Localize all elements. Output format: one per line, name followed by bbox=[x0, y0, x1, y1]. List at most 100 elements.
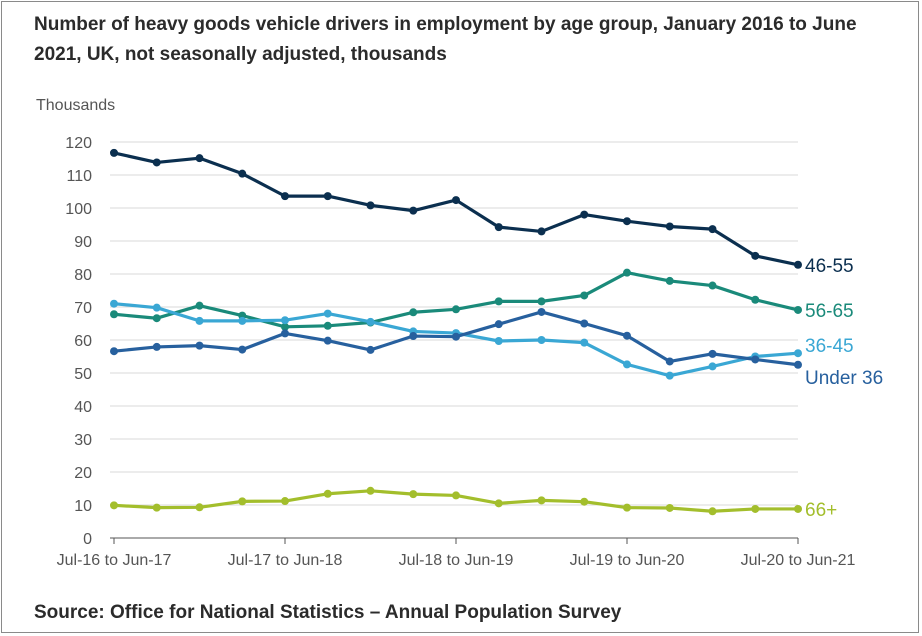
y-tick-label: 120 bbox=[65, 135, 92, 152]
data-point-36-45 bbox=[238, 316, 247, 325]
data-point-under-36 bbox=[409, 332, 418, 341]
data-point-66 bbox=[110, 501, 118, 510]
data-point-under-36 bbox=[452, 332, 460, 341]
data-point-under-36 bbox=[537, 307, 546, 316]
data-point-46-55 bbox=[708, 225, 717, 234]
y-tick-label: 20 bbox=[74, 465, 92, 482]
data-point-36-45 bbox=[195, 316, 204, 325]
data-point-under-36 bbox=[366, 345, 375, 354]
chart-title: Number of heavy goods vehicle drivers in… bbox=[34, 14, 857, 65]
data-point-46-55 bbox=[281, 192, 289, 201]
data-point-under-36 bbox=[708, 349, 717, 358]
data-point-under-36 bbox=[195, 341, 204, 350]
data-point-66 bbox=[152, 503, 161, 512]
y-tick-label: 80 bbox=[74, 267, 92, 284]
data-point-56-65 bbox=[323, 321, 332, 330]
data-point-under-36 bbox=[623, 331, 631, 340]
data-point-66 bbox=[323, 489, 332, 498]
data-point-46-55 bbox=[195, 154, 204, 163]
data-point-36-45 bbox=[665, 371, 674, 380]
data-point-under-36 bbox=[323, 336, 332, 345]
data-point-56-65 bbox=[580, 291, 589, 300]
y-tick-label: 110 bbox=[66, 168, 92, 185]
data-point-36-45 bbox=[494, 336, 503, 345]
data-point-46-55 bbox=[366, 201, 375, 210]
data-point-under-36 bbox=[494, 320, 503, 329]
data-point-46-55 bbox=[580, 210, 589, 219]
data-point-36-45 bbox=[708, 362, 717, 371]
series-label-56-65: 56-65 bbox=[805, 301, 854, 322]
data-point-46-55 bbox=[794, 260, 802, 269]
x-tick-label: Jul-19 to Jun-20 bbox=[570, 552, 685, 569]
data-point-66 bbox=[452, 491, 460, 500]
series-line-56-65 bbox=[112, 271, 800, 329]
data-point-36-45 bbox=[366, 317, 375, 326]
data-point-36-45 bbox=[323, 309, 332, 318]
data-point-56-65 bbox=[665, 276, 674, 285]
data-point-56-65 bbox=[494, 297, 503, 306]
data-point-66 bbox=[494, 499, 503, 508]
data-point-46-55 bbox=[537, 227, 546, 236]
data-point-66 bbox=[794, 504, 802, 513]
data-point-under-36 bbox=[281, 329, 289, 338]
series-line-46-55 bbox=[112, 151, 800, 267]
data-point-46-55 bbox=[452, 196, 460, 205]
y-tick-label: 90 bbox=[74, 234, 92, 251]
series-label-66: 66+ bbox=[805, 500, 837, 521]
data-point-46-55 bbox=[623, 217, 631, 226]
data-point-under-36 bbox=[794, 360, 802, 369]
data-point-56-65 bbox=[794, 305, 802, 314]
y-axis-label: Thousands bbox=[36, 97, 115, 114]
data-point-46-55 bbox=[238, 169, 247, 178]
data-point-66 bbox=[665, 503, 674, 512]
y-tick-label: 10 bbox=[74, 498, 92, 515]
source-note: Source: Office for National Statistics –… bbox=[34, 602, 622, 623]
data-point-66 bbox=[195, 503, 204, 512]
data-point-under-36 bbox=[110, 347, 118, 356]
data-point-under-36 bbox=[238, 345, 247, 354]
data-point-36-45 bbox=[110, 299, 118, 308]
y-tick-label: 70 bbox=[74, 300, 92, 317]
data-point-36-45 bbox=[281, 316, 289, 325]
data-point-56-65 bbox=[537, 297, 546, 306]
data-point-under-36 bbox=[751, 355, 760, 364]
data-point-66 bbox=[366, 486, 375, 495]
series-label-36-45: 36-45 bbox=[805, 336, 854, 357]
data-point-56-65 bbox=[452, 305, 460, 314]
data-point-46-55 bbox=[323, 192, 332, 201]
data-point-66 bbox=[580, 497, 589, 506]
data-point-66 bbox=[281, 497, 289, 506]
data-point-36-45 bbox=[794, 349, 802, 358]
data-point-36-45 bbox=[152, 303, 161, 312]
y-tick-label: 60 bbox=[74, 333, 92, 350]
data-point-56-65 bbox=[409, 308, 418, 317]
data-point-56-65 bbox=[152, 314, 161, 323]
data-point-56-65 bbox=[623, 268, 631, 277]
data-point-46-55 bbox=[152, 158, 161, 167]
x-tick-label: Jul-18 to Jun-19 bbox=[399, 552, 514, 569]
data-point-46-55 bbox=[409, 206, 418, 215]
data-point-66 bbox=[751, 504, 760, 513]
series-label-46-55: 46-55 bbox=[805, 256, 854, 277]
data-point-66 bbox=[623, 503, 631, 512]
data-point-36-45 bbox=[580, 338, 589, 347]
data-point-56-65 bbox=[751, 295, 760, 304]
x-tick-label: Jul-17 to Jun-18 bbox=[228, 552, 343, 569]
data-point-66 bbox=[238, 497, 247, 506]
data-point-66 bbox=[708, 507, 717, 516]
data-point-56-65 bbox=[110, 310, 118, 319]
data-point-46-55 bbox=[110, 148, 118, 157]
data-point-56-65 bbox=[708, 281, 717, 290]
data-point-46-55 bbox=[665, 222, 674, 231]
data-point-36-45 bbox=[623, 360, 631, 369]
y-tick-label: 40 bbox=[74, 399, 92, 416]
y-tick-label: 50 bbox=[74, 366, 92, 383]
data-point-under-36 bbox=[152, 342, 161, 351]
data-point-56-65 bbox=[281, 322, 289, 331]
data-point-under-36 bbox=[665, 357, 674, 366]
data-point-46-55 bbox=[494, 223, 503, 232]
data-point-46-55 bbox=[751, 251, 760, 260]
y-tick-label: 30 bbox=[74, 432, 92, 449]
